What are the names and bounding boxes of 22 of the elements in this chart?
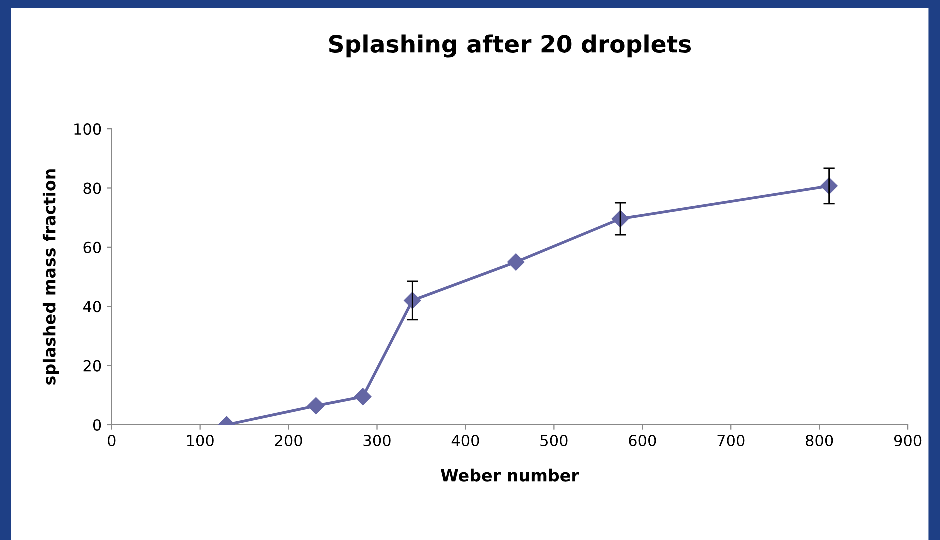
x-tick-label: 0 bbox=[108, 434, 116, 447]
y-tick-label: 0 bbox=[93, 419, 102, 431]
y-axis-title: splashed mass fraction bbox=[42, 170, 60, 385]
y-tick-label: 80 bbox=[84, 182, 102, 194]
x-tick-label: 100 bbox=[187, 434, 214, 447]
point bbox=[508, 254, 525, 271]
point bbox=[354, 388, 372, 406]
x-tick-label: 400 bbox=[452, 434, 480, 447]
y-tick-label: 40 bbox=[83, 301, 102, 313]
y-tick-label: 60 bbox=[84, 242, 102, 254]
x-tick-label: 700 bbox=[718, 434, 745, 447]
x-axis-title: Weber number bbox=[441, 468, 580, 482]
chart-title: Splashing after 20 droplets bbox=[329, 34, 692, 58]
x-tick-label: 500 bbox=[540, 434, 568, 447]
x-tick-label: 600 bbox=[629, 434, 656, 447]
y-tick-label: 20 bbox=[84, 360, 102, 372]
point bbox=[308, 397, 325, 415]
x-tick-label: 900 bbox=[894, 434, 922, 447]
x-tick-label: 800 bbox=[806, 434, 834, 447]
x-tick-label: 200 bbox=[275, 434, 302, 447]
y-tick-label: 100 bbox=[74, 124, 102, 136]
x-tick-label: 300 bbox=[364, 434, 391, 447]
